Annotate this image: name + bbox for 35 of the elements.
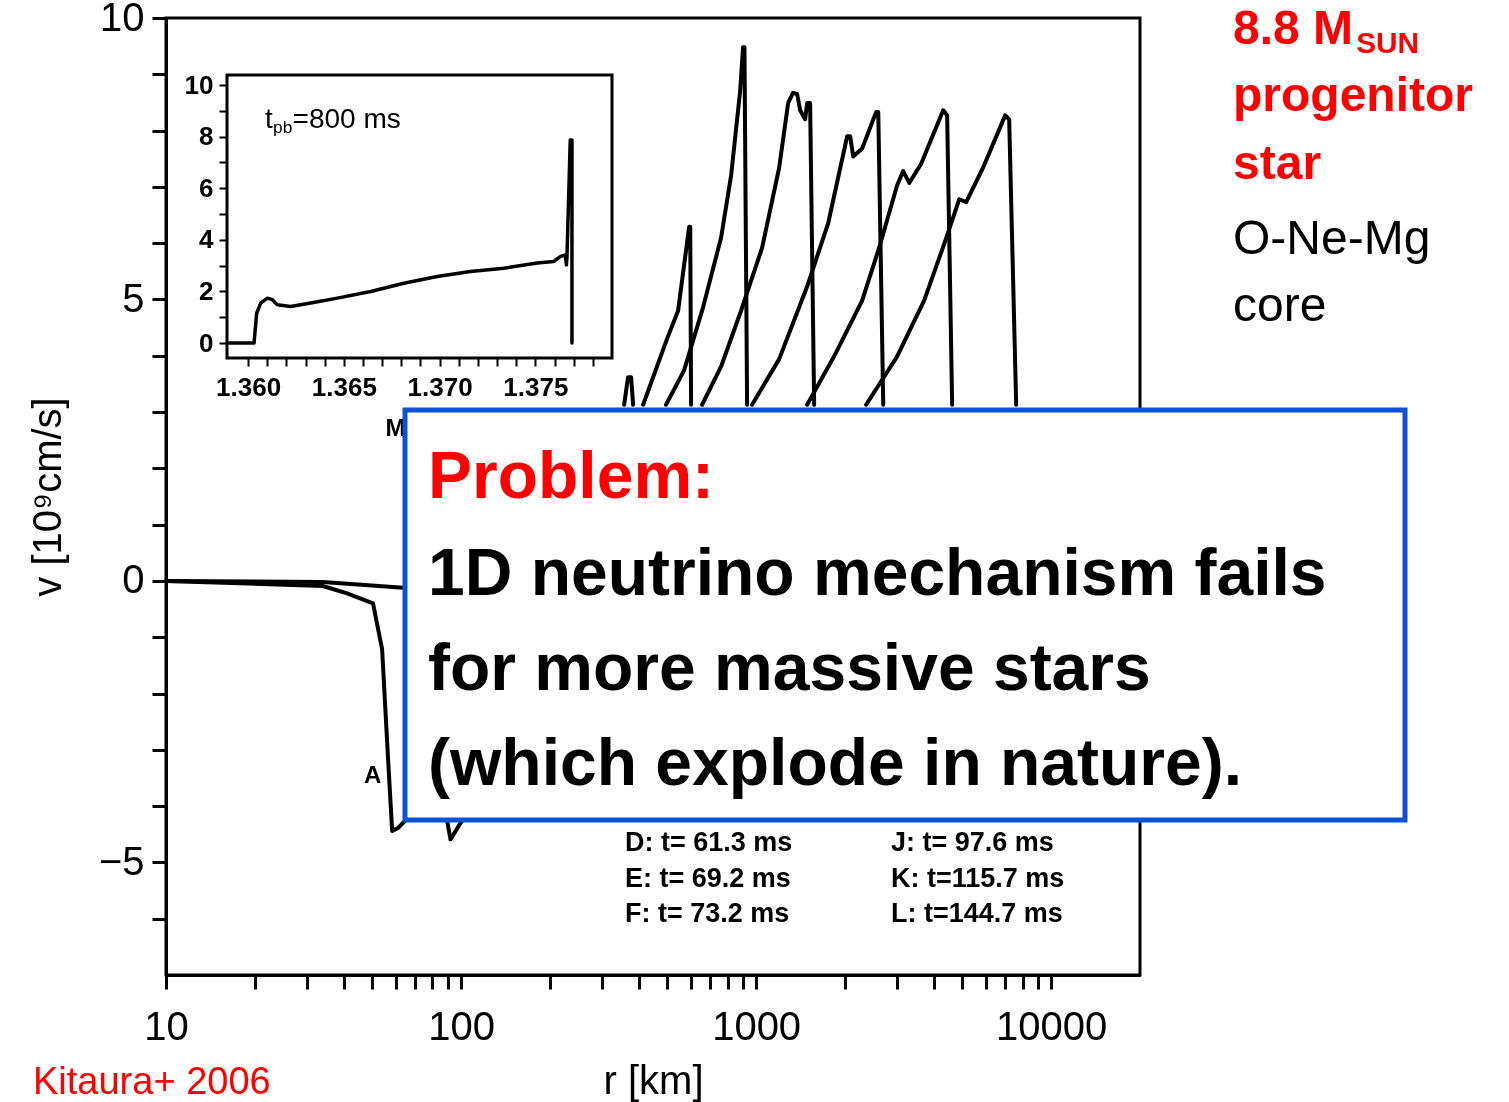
annotation: Problem:	[428, 438, 715, 512]
y-tick-label: 10	[100, 0, 145, 39]
y-tick-label: 4	[199, 224, 215, 255]
y-tick-label: 2	[199, 275, 214, 306]
text: star	[1233, 136, 1322, 189]
annotation: K: t=115.7 ms	[891, 863, 1065, 893]
x-tick-label: 1.370	[407, 371, 473, 402]
text: core	[1233, 278, 1327, 331]
y-tick-label: 8	[199, 121, 214, 152]
x-axis-title: r [km]	[603, 1057, 704, 1102]
text: O-Ne-Mg	[1233, 211, 1431, 264]
annotation: E: t= 69.2 ms	[625, 863, 791, 893]
annotation: (which explode in nature).	[428, 725, 1243, 799]
y-tick-label: 6	[199, 172, 214, 203]
annotation: L: t=144.7 ms	[891, 898, 1063, 928]
y-axis-title: v [10⁹cm/s]	[24, 397, 69, 597]
y-tick-label: 10	[184, 69, 214, 100]
text: progenitor	[1233, 68, 1473, 121]
x-tick-label: 100	[428, 1003, 495, 1048]
annotation: F: t= 73.2 ms	[625, 898, 790, 928]
y-tick-label: 5	[122, 275, 145, 320]
annotation: J: t= 97.6 ms	[891, 827, 1054, 857]
annotation: for more massive stars	[428, 630, 1151, 704]
x-tick-label: 1.365	[311, 371, 377, 402]
y-tick-label: 0	[122, 557, 145, 602]
annotation: 1D neutrino mechanism fails	[428, 535, 1327, 609]
text: Kitaura+ 2006	[33, 1060, 271, 1102]
x-tick-label: 10000	[996, 1003, 1108, 1048]
x-tick-label: 1.375	[503, 371, 569, 402]
y-tick-label: −5	[98, 838, 145, 883]
annotation: A	[364, 761, 382, 788]
annotation: D: t= 61.3 ms	[625, 827, 793, 857]
x-tick-label: 1000	[712, 1003, 802, 1048]
x-tick-label: 1.360	[216, 371, 282, 402]
y-tick-label: 0	[199, 327, 214, 358]
